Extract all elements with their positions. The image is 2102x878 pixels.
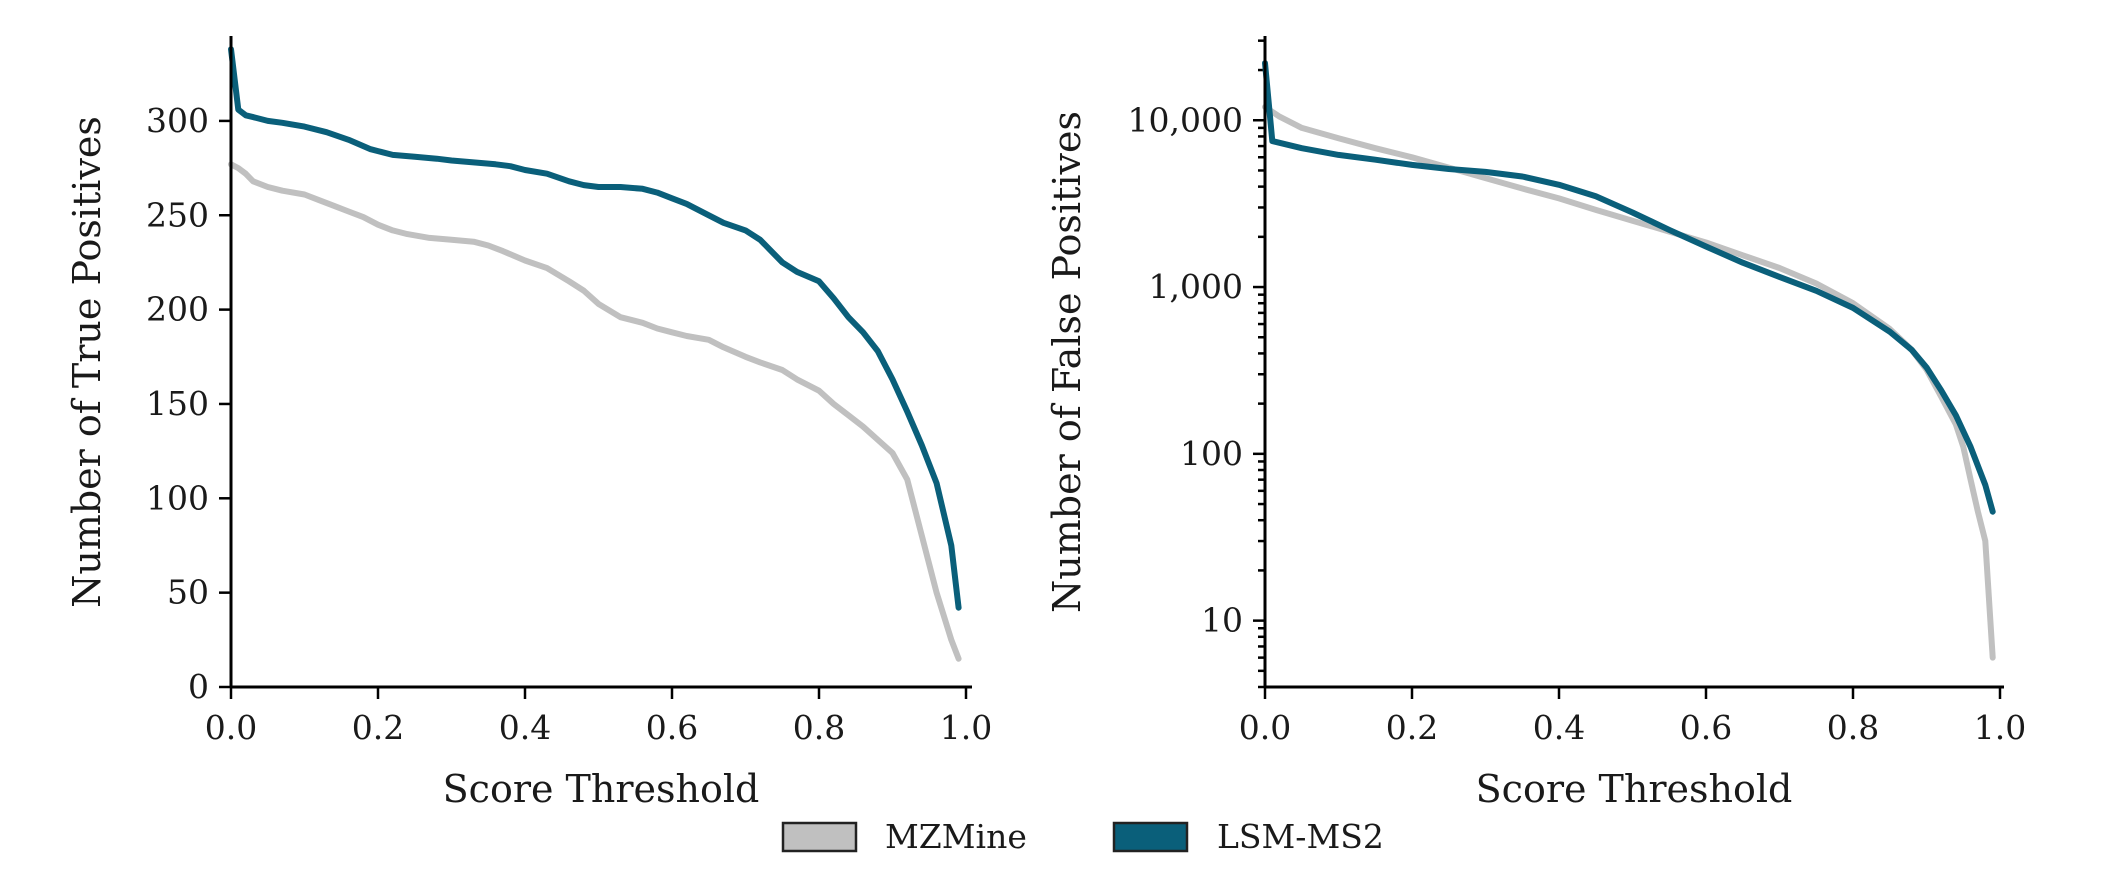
legend-label-lsm-ms2: LSM-MS2 [1217,817,1384,856]
tp-x-tick-label: 0.6 [646,708,698,747]
true-positives-chart: 0.0 0.2 0.4 0.6 0.8 1.0 0 50 100 150 200 250 300 Sco… [65,36,992,811]
tp-x-tick-label: 0.0 [205,708,257,747]
tp-y-tick-label: 250 [146,195,209,234]
tp-x-tick-label: 0.8 [793,708,845,747]
fp-y-tick-label: 100 [1180,434,1243,473]
tp-x-tick-label: 0.4 [499,708,551,747]
fp-x-tick-label: 0.8 [1827,708,1879,747]
false-positives-chart: 0.0 0.2 0.4 0.6 0.8 1.0 10 100 1,000 10,000 Score… [1045,36,2026,811]
fp-axis-ticks: 0.0 0.2 0.4 0.6 0.8 1.0 10 100 1,000 10,000 [1128,39,2026,747]
tp-series-lsm-ms2 [228,46,962,611]
fp-x-tick-label: 0.2 [1386,708,1438,747]
fp-series-lines [1262,60,1996,661]
legend-swatch-lsm-ms2 [1112,821,1189,853]
fp-x-tick-label: 0.6 [1680,708,1732,747]
tp-series-lines [228,46,962,662]
tp-x-axis-title: Score Threshold [443,767,760,811]
tp-y-tick-label: 150 [146,384,209,423]
tp-y-axis-title: Number of True Positives [65,116,109,608]
fp-x-tick-label: 0.0 [1239,708,1291,747]
fp-y-axis-title: Number of False Positives [1045,111,1089,613]
tp-y-tick-label: 200 [146,290,209,329]
fp-y-tick-label: 1,000 [1149,267,1243,306]
tp-series-mzmine [228,161,962,662]
tp-y-tick-label: 0 [188,667,209,706]
tp-x-tick-label: 0.2 [352,708,404,747]
tp-y-tick-label: 50 [167,573,209,612]
legend: MZMine LSM-MS2 [781,817,1384,856]
fp-y-tick-label: 10,000 [1128,100,1243,139]
fp-series-mzmine [1262,104,1996,661]
tp-x-tick-label: 1.0 [940,708,992,747]
tp-y-tick-label: 100 [146,478,209,517]
legend-swatch-mzmine [781,821,858,853]
fp-series-lsm-ms2 [1262,60,1996,515]
legend-label-mzmine: MZMine [885,817,1027,856]
tp-y-tick-label: 300 [146,101,209,140]
tp-axis-ticks: 0.0 0.2 0.4 0.6 0.8 1.0 0 50 100 150 200 250 300 [146,101,992,747]
fp-x-tick-label: 0.4 [1533,708,1585,747]
fp-x-tick-label: 1.0 [1974,708,2026,747]
fp-y-tick-label: 10 [1201,601,1243,640]
fp-x-axis-title: Score Threshold [1476,767,1793,811]
